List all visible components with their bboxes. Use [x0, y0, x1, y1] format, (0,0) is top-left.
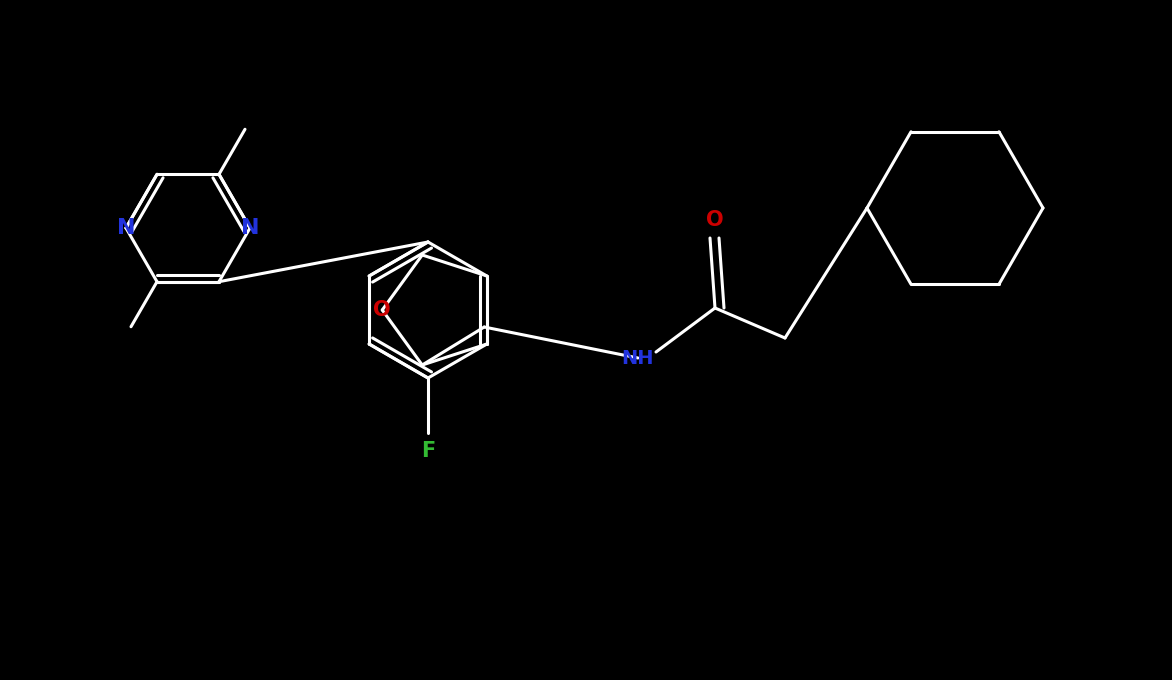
Text: O: O	[374, 300, 391, 320]
Text: N: N	[117, 218, 135, 238]
Text: F: F	[421, 441, 435, 461]
Text: O: O	[706, 210, 723, 230]
Text: NH: NH	[622, 348, 654, 367]
Text: N: N	[240, 218, 259, 238]
